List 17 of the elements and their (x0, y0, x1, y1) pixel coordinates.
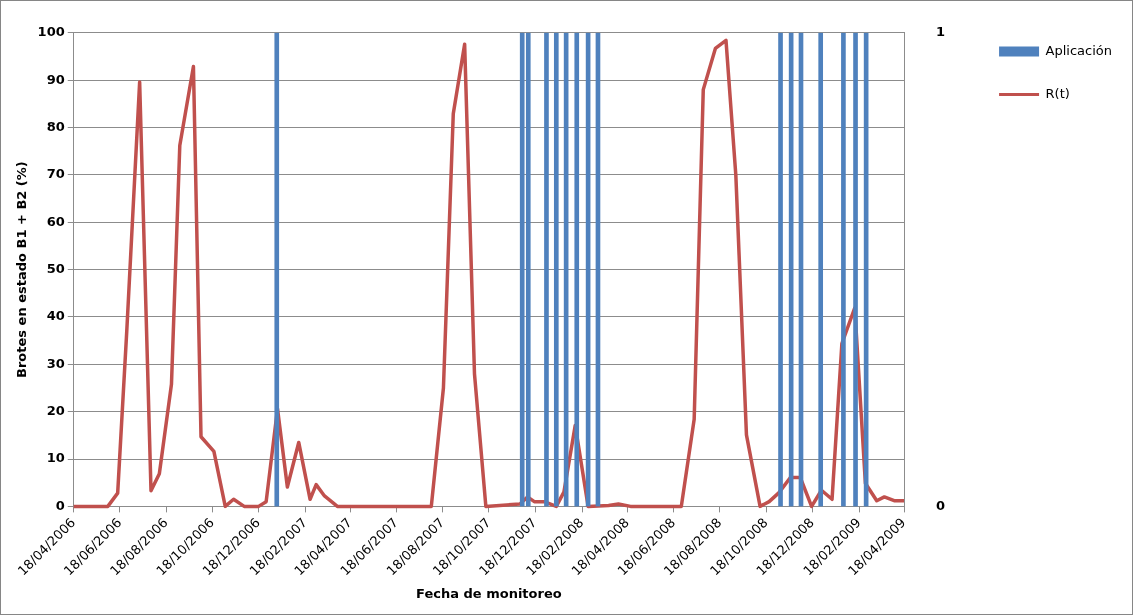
y-axis-title: Brotes en estado B1 + B2 (%) (14, 161, 30, 378)
x-axis-title: Fecha de monitoreo (416, 585, 562, 601)
y-tick-label: 40 (46, 308, 65, 324)
y-tick-label: 20 (46, 403, 65, 419)
y-tick-label: 30 (46, 355, 65, 371)
y-tick-label: 50 (46, 260, 65, 276)
y-tick-label: 80 (46, 118, 65, 134)
y-tick-label: 10 (46, 450, 65, 466)
y2-tick-label: 1 (936, 24, 946, 40)
y-tick-label: 90 (46, 71, 65, 87)
legend-label: Aplicación (1045, 42, 1112, 58)
legend-label: R(t) (1045, 85, 1070, 101)
y2-tick-label: 0 (936, 497, 946, 513)
y-tick-label: 0 (55, 497, 65, 513)
y-tick-label: 60 (46, 213, 65, 229)
y-tick-label: 100 (37, 24, 65, 40)
y-tick-label: 70 (46, 166, 65, 182)
